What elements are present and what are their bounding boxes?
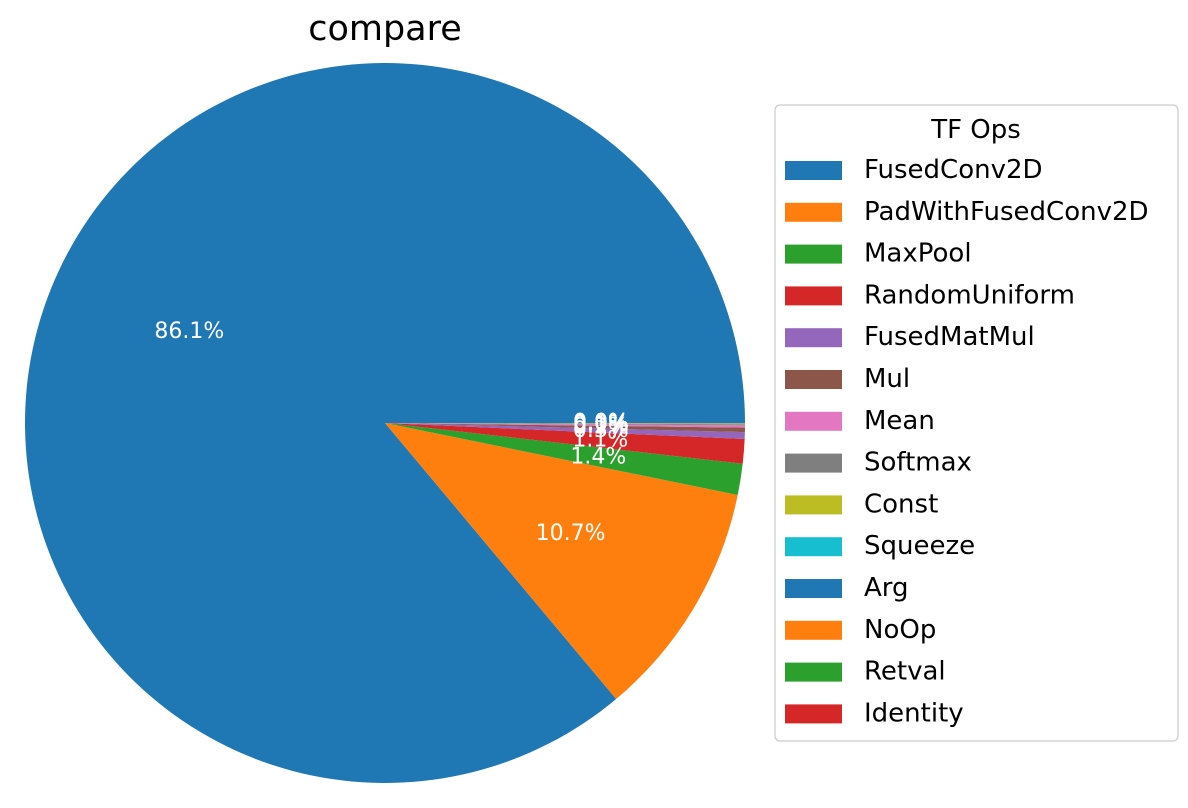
pct-label-const: 0.0% [573,411,629,436]
pie-slices [25,63,746,784]
legend: TF Ops FusedConv2D PadWithFusedConv2D MaxP… [774,104,1179,742]
legend-label-const: Const [864,489,938,519]
pie-slice-fusedconv2d [25,63,746,784]
legend-items: FusedConv2D PadWithFusedConv2D MaxPool Rand… [785,155,1149,728]
pct-label-identity: 0.0% [573,411,629,436]
pct-label-arg: 0.0% [573,411,629,436]
pie-slice-maxpool [385,423,743,496]
pct-label-retval: 0.0% [573,411,629,436]
legend-swatch-padwithfusedconv2d [785,202,842,222]
pct-label-mean: 0.1% [573,413,629,438]
legend-label-fusedmatmul: FusedMatMul [864,322,1035,352]
legend-frame [774,104,1179,742]
legend-label-padwithfusedconv2d: PadWithFusedConv2D [864,197,1149,227]
legend-label-noop: NoOp [864,615,936,645]
pct-label-fusedmatmul: 0.3% [573,418,629,443]
pie-slice-arg [385,423,745,424]
pct-label-mul: 0.2% [573,415,629,440]
legend-swatch-const [785,495,842,515]
pie-slice-randomuniform [385,423,745,464]
legend-swatch-retval [785,662,842,682]
legend-swatch-mean [785,411,842,431]
pct-label-randomuniform: 1.1% [572,428,628,453]
legend-label-retval: Retval [864,657,946,687]
legend-label-squeeze: Squeeze [864,531,975,561]
pie-slice-mean [385,423,745,428]
pct-label-noop: 0.0% [573,411,629,436]
pie-slice-mul [385,423,745,433]
legend-swatch-fusedmatmul [785,328,842,348]
legend-label-arg: Arg [864,573,909,603]
pie-slice-fusedmatmul [385,423,745,439]
legend-label-identity: Identity [864,698,964,728]
pct-label-squeeze: 0.0% [573,411,629,436]
pie-slice-softmax [385,423,745,426]
legend-label-mean: Mean [864,406,935,436]
pct-label-maxpool: 1.4% [570,444,626,469]
legend-swatch-noop [785,620,842,640]
legend-title: TF Ops [930,115,1021,145]
legend-swatch-randomuniform [785,286,842,306]
chart-title: compare [308,9,462,49]
percentage-labels: 86.1%10.7%1.4%1.1%0.3%0.2%0.1%0.0%0.0%0.… [154,319,629,546]
legend-swatch-mul [785,370,842,389]
legend-label-softmax: Softmax [864,448,972,478]
pie-slice-squeeze [385,423,745,424]
legend-label-randomuniform: RandomUniform [864,280,1075,310]
legend-swatch-squeeze [785,537,842,557]
legend-label-mul: Mul [864,364,910,394]
legend-swatch-softmax [785,453,842,473]
legend-swatch-fusedconv2d [785,161,842,180]
legend-label-fusedconv2d: FusedConv2D [864,155,1043,185]
pie-slice-padwithfusedconv2d [385,423,738,699]
pct-label-padwithfusedconv2d: 10.7% [536,521,606,546]
pie-slice-const [385,423,745,425]
legend-swatch-identity [785,704,842,724]
legend-swatch-arg [785,579,842,598]
pct-label-softmax: 0.0% [573,412,629,437]
pct-label-fusedconv2d: 86.1% [154,319,224,344]
legend-label-maxpool: MaxPool [864,239,972,269]
legend-swatch-maxpool [785,244,842,264]
